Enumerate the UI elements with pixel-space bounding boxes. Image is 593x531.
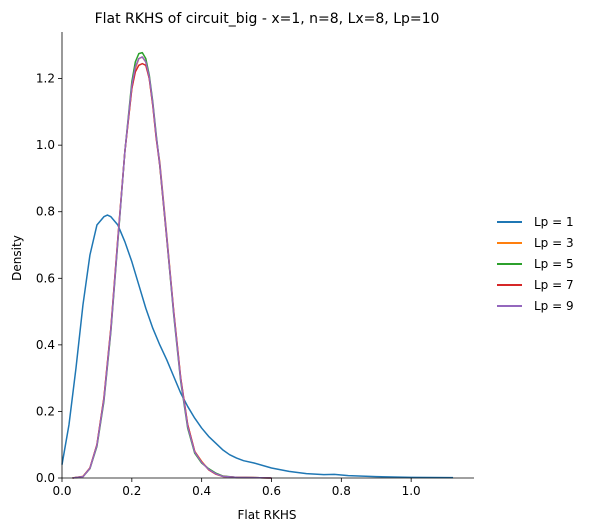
y-tick-label: 1.0 (36, 138, 55, 152)
x-tick-label: 0.8 (332, 484, 351, 498)
legend-label-5: Lp = 9 (534, 299, 574, 313)
chart-title: Flat RKHS of circuit_big - x=1, n=8, Lx=… (95, 11, 440, 27)
x-tick-label: 0.0 (52, 484, 71, 498)
x-tick-label: 0.2 (122, 484, 141, 498)
y-tick-label: 0.8 (36, 205, 55, 219)
legend: Lp = 1 Lp = 3 Lp = 5 Lp = 7 Lp = 9 (497, 215, 574, 313)
y-axis-label: Density (10, 235, 24, 281)
legend-label-4: Lp = 7 (534, 278, 574, 292)
y-tick-label: 0.6 (36, 271, 55, 285)
y-tick-label: 0.0 (36, 471, 55, 485)
legend-label-3: Lp = 5 (534, 257, 574, 271)
y-tick-label: 0.4 (36, 338, 55, 352)
legend-label-2: Lp = 3 (534, 236, 574, 250)
x-axis-label: Flat RKHS (238, 508, 297, 522)
y-tick-label: 0.2 (36, 404, 55, 418)
x-tick-label: 1.0 (402, 484, 421, 498)
x-tick-label: 0.6 (262, 484, 281, 498)
x-tick-label: 0.4 (192, 484, 211, 498)
legend-label-1: Lp = 1 (534, 215, 574, 229)
y-tick-label: 1.2 (36, 72, 55, 86)
plot-area: 0.0 0.2 0.4 0.6 0.8 1.0 0.0 0.2 0.4 0.6 0.8 1.0 1.2 (36, 32, 474, 498)
series-line-5 (72, 56, 272, 479)
series-line-1 (61, 214, 454, 479)
